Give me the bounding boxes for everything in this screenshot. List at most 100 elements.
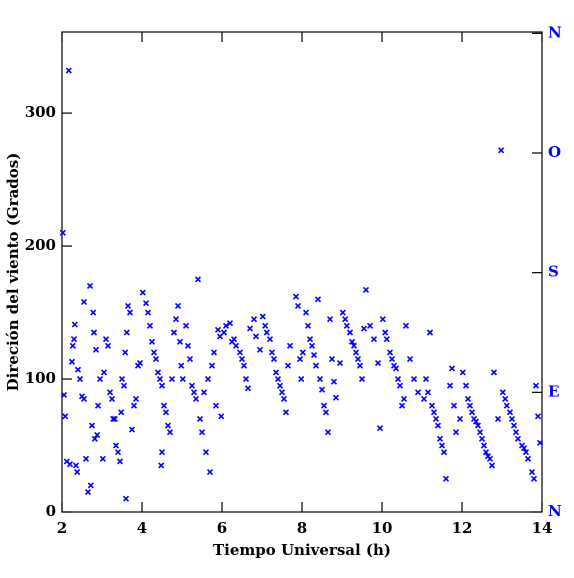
y2-tick-label: N: [548, 23, 562, 41]
data-point: [148, 338, 156, 345]
data-point: [71, 321, 78, 328]
data-point: [506, 409, 514, 416]
data-point: [330, 378, 338, 385]
data-point: [186, 356, 194, 363]
x-axis-label: Tiempo Universal (h): [213, 541, 391, 559]
data-point: [298, 375, 305, 383]
data-point: [62, 413, 69, 420]
data-point: [510, 422, 518, 429]
y-tick-label: 100: [25, 369, 56, 387]
data-point: [488, 462, 496, 469]
data-point: [434, 422, 442, 429]
data-point: [343, 322, 350, 329]
y2-tick-label: E: [548, 382, 559, 400]
data-point: [139, 289, 146, 296]
y-tick-label: 200: [25, 236, 56, 254]
data-point: [179, 375, 186, 383]
data-point: [246, 325, 254, 332]
data-point: [142, 300, 150, 307]
data-point: [60, 391, 68, 399]
data-point: [314, 296, 322, 303]
data-point: [240, 362, 248, 369]
data-point: [356, 362, 364, 369]
data-point: [498, 147, 505, 154]
data-point: [263, 329, 270, 336]
data-point: [362, 286, 370, 294]
x-tick-label: 12: [452, 519, 473, 537]
data-point: [92, 346, 100, 353]
data-point: [426, 329, 434, 336]
x-tick-label: 8: [297, 519, 307, 537]
data-point: [450, 402, 458, 409]
data-point: [370, 336, 378, 343]
data-point: [198, 429, 206, 436]
data-point: [136, 360, 144, 367]
data-point: [90, 329, 98, 336]
data-point: [168, 375, 176, 383]
data-point: [346, 329, 354, 336]
data-point: [304, 322, 312, 329]
data-point: [154, 369, 162, 376]
data-point: [306, 336, 314, 343]
data-point: [65, 67, 72, 74]
data-point: [210, 349, 218, 356]
data-point: [194, 276, 202, 283]
data-point: [146, 322, 154, 329]
data-point: [192, 395, 200, 403]
data-point: [222, 322, 230, 329]
data-point: [308, 342, 316, 349]
x-tick-label: 10: [372, 519, 393, 537]
data-point: [494, 415, 502, 422]
data-point: [80, 298, 88, 305]
data-point: [420, 395, 428, 403]
data-point: [82, 455, 90, 462]
data-point: [396, 382, 404, 389]
data-point: [250, 316, 258, 323]
data-point: [74, 469, 81, 476]
data-point: [468, 409, 476, 416]
data-point: [320, 402, 328, 409]
data-point: [462, 382, 470, 389]
data-point: [68, 358, 76, 365]
data-point: [266, 336, 274, 343]
data-point: [318, 386, 326, 393]
data-point: [280, 395, 288, 403]
data-point: [476, 429, 484, 436]
data-point: [84, 488, 92, 496]
data-point: [259, 313, 266, 320]
data-point: [350, 342, 358, 349]
data-point: [374, 360, 382, 367]
data-point: [478, 435, 486, 442]
data-point: [162, 409, 170, 416]
data-point: [90, 309, 97, 316]
data-point: [123, 329, 130, 336]
data-point: [310, 352, 318, 359]
data-point: [508, 415, 516, 422]
data-point: [122, 349, 129, 356]
data-point: [326, 316, 334, 323]
data-point: [214, 326, 222, 333]
data-point: [524, 455, 532, 462]
data-point: [332, 394, 340, 401]
y2-tick-label: N: [548, 502, 562, 520]
data-point: [316, 375, 324, 383]
data-point: [522, 449, 530, 456]
data-point: [132, 395, 140, 403]
data-point: [122, 495, 130, 502]
data-point: [96, 375, 104, 383]
data-point: [106, 389, 114, 396]
data-point: [160, 402, 168, 409]
data-point: [446, 382, 454, 389]
y2-tick-label: S: [548, 263, 559, 281]
data-point: [69, 342, 76, 349]
data-point: [112, 442, 120, 449]
data-point: [272, 369, 280, 376]
data-point: [336, 360, 344, 367]
data-point: [432, 415, 440, 422]
data-point: [376, 425, 384, 432]
data-point: [184, 342, 192, 349]
data-point: [256, 346, 264, 353]
data-point: [174, 302, 182, 309]
data-point: [312, 362, 320, 369]
data-point: [296, 356, 304, 363]
